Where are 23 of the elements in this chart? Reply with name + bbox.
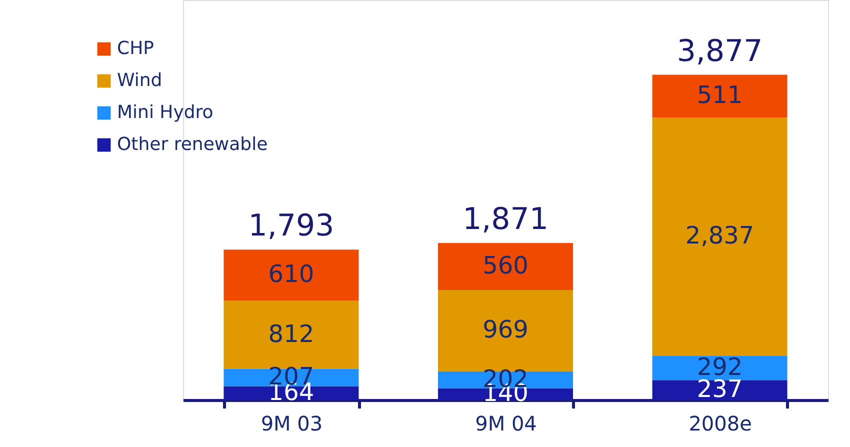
- data-label: 511: [696, 81, 743, 110]
- data-label: 812: [268, 320, 314, 348]
- x-tick-label: 9M 04: [475, 412, 537, 436]
- bar: [652, 356, 788, 380]
- data-label: 610: [268, 260, 314, 288]
- legend-label: CHP: [117, 38, 154, 59]
- bar: [438, 243, 573, 290]
- data-label: 969: [482, 316, 528, 344]
- data-label: 237: [696, 375, 743, 404]
- total-label: 3,877: [676, 34, 763, 69]
- x-tick-label: 2008e: [688, 412, 752, 436]
- bar: [652, 380, 788, 400]
- bar: [652, 74, 788, 118]
- x-tick-label: 9M 03: [260, 412, 323, 436]
- data-label: 2,837: [685, 222, 754, 250]
- bar: [224, 250, 359, 301]
- legend-label: Wind: [117, 70, 162, 91]
- total-label: 1,793: [248, 208, 334, 244]
- data-label: 560: [482, 252, 528, 280]
- bar: [652, 118, 788, 356]
- legend-label: Mini Hydro: [117, 102, 214, 123]
- legend-label: Other renewable: [117, 134, 268, 155]
- total-label: 1,871: [462, 202, 548, 238]
